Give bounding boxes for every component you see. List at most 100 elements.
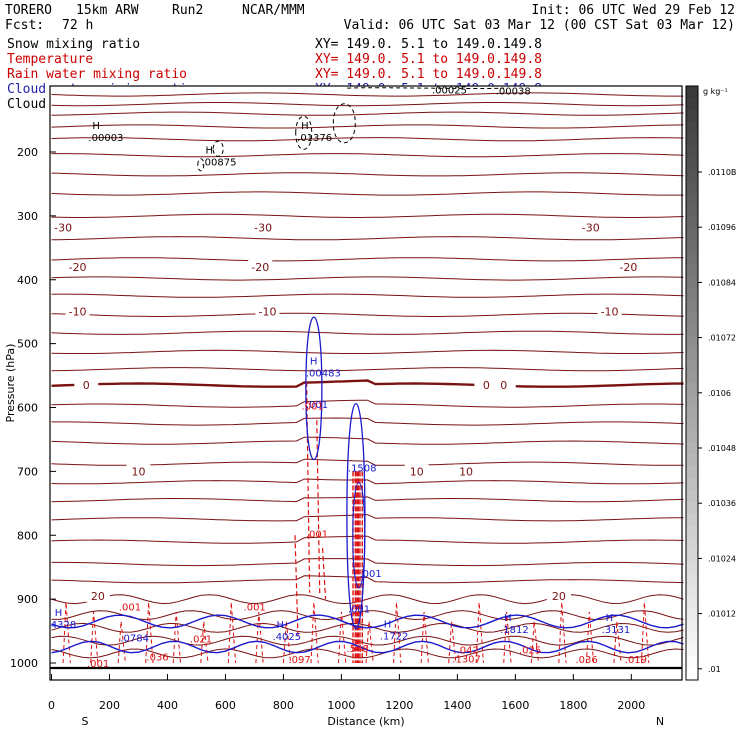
isotherm-label: -20: [248, 259, 273, 274]
center-name: NCAR/MMM: [242, 3, 305, 18]
colorbar-band: [686, 252, 698, 265]
isotherm-value: -30: [54, 221, 72, 234]
colorbar: g kg⁻¹ .0110B .01096 .01084 .01072 .0106 .0104…: [685, 85, 736, 681]
colorbar-band: [686, 86, 698, 99]
field-domain: XY= 149.0. 5.1 to 149.0.149.8: [315, 37, 542, 52]
isotherm-label: -20: [616, 259, 641, 274]
label-bg: [491, 378, 516, 392]
isotherm-value: -20: [619, 261, 637, 274]
colorbar-band: [686, 299, 698, 313]
ice-contour: [347, 87, 504, 89]
isotherm: [51, 367, 684, 372]
y-tick-label: 600: [17, 402, 38, 415]
x-tick-label: 1200: [385, 699, 413, 712]
isotherm-value: 10: [131, 465, 145, 478]
cloud-layer-base: [51, 640, 684, 654]
colorbar-band: [686, 525, 698, 538]
field-name: Temperature: [7, 52, 93, 67]
resolution: 15km ARW: [76, 3, 139, 18]
isotherm-label: 20: [85, 588, 110, 603]
fcst-value: 72 h: [62, 18, 93, 33]
x-tick-label: 200: [99, 699, 120, 712]
cloud-max-value: .1722: [380, 631, 409, 642]
cloud-water-contours: [51, 316, 684, 654]
axes: 0 200 400 600 800 1000 1200 1400 1600 1800 2000 20…: [4, 146, 664, 728]
cloud-max-value: .001: [306, 400, 328, 411]
plot-frame: [49, 85, 683, 681]
rain-max-value: .001: [302, 402, 324, 413]
isotherm-label: -20: [65, 259, 90, 274]
colorbar-band: [686, 656, 698, 669]
label-bg: [404, 464, 429, 478]
cloud-max-marker: H: [55, 608, 63, 619]
rain-max-value: .021: [190, 635, 212, 646]
cloud-layer-top: [51, 614, 684, 629]
isotherm: [51, 111, 684, 116]
isotherm: [51, 399, 684, 408]
colorbar-band: [686, 181, 698, 194]
colorbar-band: [686, 668, 698, 681]
colorbar-band: [686, 216, 698, 230]
rain-max-value: .042: [457, 646, 479, 657]
label-bg: [74, 378, 99, 392]
cloud-max-value: .001: [360, 569, 382, 580]
cloud-max-marker: H: [606, 613, 614, 624]
rain-low: [475, 602, 484, 664]
isotherm: [51, 330, 684, 335]
rain-low: [558, 602, 567, 664]
x-tick-label: 400: [157, 699, 178, 712]
label-bg: [454, 464, 479, 478]
label-bg: [65, 304, 90, 318]
colorbar-band: [686, 549, 698, 562]
isotherm-label: -30: [578, 220, 603, 234]
x-tick-label: 800: [273, 699, 294, 712]
isotherm-lower: [51, 594, 684, 605]
isotherm-label: -30: [251, 220, 276, 234]
label-bg: [65, 259, 90, 273]
snow-contours: [197, 87, 504, 172]
isotherm-label: -30: [51, 220, 76, 234]
snow-contour: [295, 115, 313, 150]
colorbar-band: [686, 335, 698, 348]
isotherm: [51, 379, 684, 388]
isotherm: [51, 558, 684, 567]
label-bg: [616, 259, 641, 273]
header: TORERO 15km ARW Run2 NCAR/MMM Init: 06 U…: [5, 3, 735, 33]
label-bg: [546, 588, 571, 602]
colorbar-tick-label: .01096: [708, 223, 736, 232]
colorbar-frame: [685, 85, 699, 681]
rain-low: [62, 602, 71, 664]
rain-max-value: .019: [625, 655, 647, 666]
isotherm-value: 10: [459, 465, 473, 478]
colorbar-unit: g kg⁻¹: [703, 87, 728, 96]
isotherm-value: 10: [410, 465, 424, 478]
isotherm-value: 0: [83, 379, 90, 392]
colorbar-band: [686, 204, 698, 218]
rain-max-value: .036: [575, 655, 597, 666]
temperature-contours: [51, 92, 684, 659]
colorbar-band: [686, 323, 698, 336]
colorbar-band: [686, 632, 698, 645]
cloud-max-value: 4328: [51, 620, 76, 631]
cloud-max-value: .1508: [348, 463, 377, 474]
isotherm-value: -20: [251, 261, 269, 274]
snow-max-value: .00003: [88, 133, 123, 144]
label-bg: [85, 588, 110, 602]
colorbar-band: [686, 192, 698, 206]
isotherm-lower: [51, 610, 684, 621]
cloud-max-value: .1812: [500, 625, 529, 636]
colorbar-tick-label: .0106: [708, 389, 731, 398]
isotherm-label: 0: [74, 378, 99, 392]
rain-low: [585, 611, 595, 664]
y-tick-label: 1000: [10, 657, 38, 670]
init-time: Init: 06 UTC Wed 29 Feb 12: [532, 3, 736, 18]
model-name: TORERO: [5, 3, 52, 18]
cloud-max-marker: H: [277, 620, 285, 631]
colorbar-band: [686, 596, 698, 610]
colorbar-band: [686, 418, 698, 432]
rain-max-value: .001: [87, 659, 109, 670]
cloud-max-marker: H: [384, 619, 392, 630]
isotherm: [51, 102, 684, 107]
